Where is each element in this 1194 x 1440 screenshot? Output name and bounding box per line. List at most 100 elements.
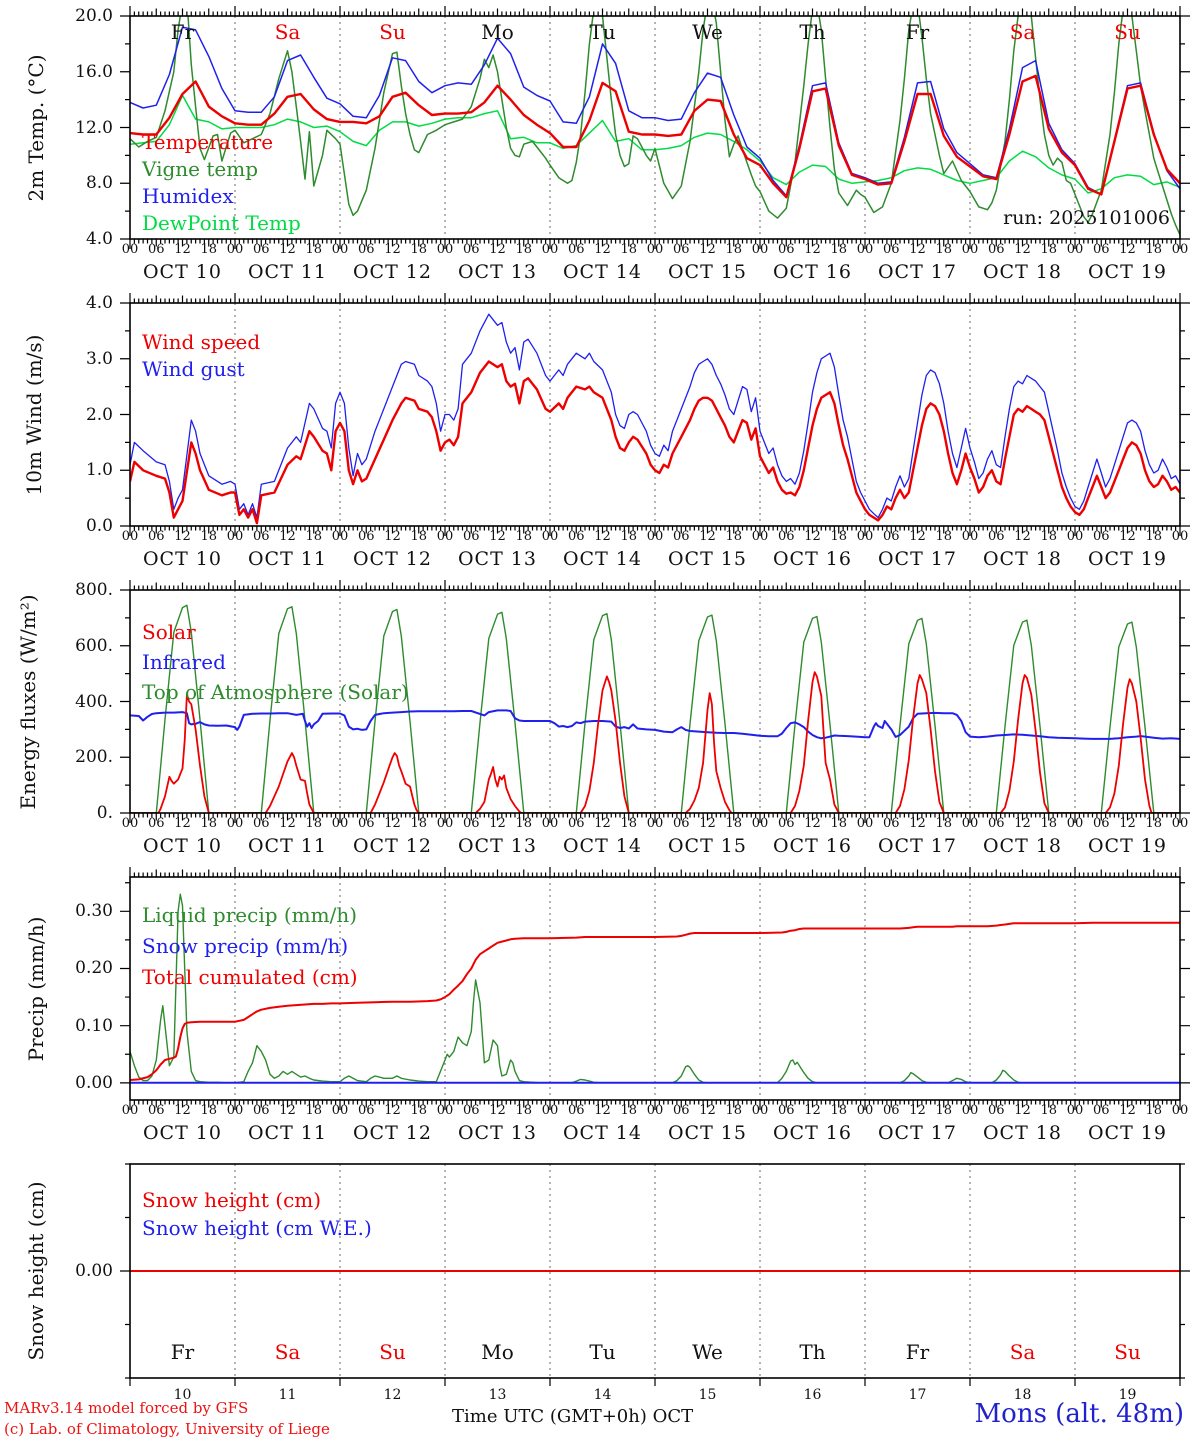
date-label: OCT 12 [352, 1122, 432, 1144]
legend-solar: Solar [142, 620, 196, 644]
date-label: OCT 14 [562, 835, 642, 857]
hour-tick-label: 18 [1040, 529, 1058, 544]
y-tick-label: 0.00 [75, 1261, 113, 1281]
hour-tick-label: 12 [594, 1103, 611, 1118]
hour-tick-label: 18 [1145, 242, 1163, 257]
hour-tick-label: 00 [856, 242, 874, 257]
date-label: OCT 14 [562, 548, 642, 570]
date-label: OCT 18 [982, 1122, 1062, 1144]
y-tick-label: 0.30 [75, 901, 113, 922]
y-tick-label: 0.0 [85, 516, 113, 536]
hour-tick-label: 06 [672, 529, 690, 544]
day-number: 10 [173, 1387, 192, 1403]
hour-tick-label: 18 [410, 816, 428, 831]
hour-tick-label: 00 [541, 1103, 559, 1118]
hour-tick-label: 00 [751, 1103, 769, 1118]
axis-ticks [120, 1163, 1190, 1386]
date-label: OCT 13 [457, 261, 537, 283]
date-label: OCT 19 [1087, 261, 1167, 283]
hour-tick-label: 06 [672, 1103, 690, 1118]
hour-tick-label: 18 [935, 529, 953, 544]
hour-tick-label: 06 [462, 242, 480, 257]
hour-tick-label: 18 [620, 1103, 638, 1118]
hour-tick-label: 06 [462, 816, 480, 831]
y-tick-label: 20.0 [75, 6, 113, 26]
hour-tick-label: 12 [384, 529, 401, 544]
date-label: OCT 10 [142, 1122, 222, 1144]
hour-tick-label: 06 [987, 1103, 1005, 1118]
series-infrared [130, 709, 1180, 740]
station-label: Mons (alt. 48m) [974, 1399, 1184, 1429]
hour-tick-label: 00 [331, 529, 349, 544]
hour-tick-label: 06 [882, 816, 900, 831]
y-tick-label: 0. [96, 803, 113, 823]
y-tick-label: 12.0 [75, 117, 113, 138]
y-tick-label: 2.0 [85, 404, 113, 425]
hour-tick-label: 18 [725, 529, 743, 544]
hour-tick-label: 06 [147, 1103, 165, 1118]
date-label: OCT 16 [772, 1122, 852, 1144]
date-label: OCT 19 [1087, 548, 1167, 570]
hour-tick-label: 12 [699, 529, 716, 544]
hour-tick-label: 00 [436, 529, 454, 544]
hour-tick-label: 00 [961, 1103, 979, 1118]
legend-infrared: Infrared [142, 650, 226, 674]
y-tick-label: 8.0 [85, 173, 113, 194]
hour-tick-label: 12 [909, 529, 926, 544]
hour-tick-label: 00 [1066, 242, 1084, 257]
y-axis-title-3: Precip (mm/h) [24, 916, 48, 1061]
hour-tick-label: 12 [489, 529, 506, 544]
date-label: OCT 14 [562, 261, 642, 283]
day-name-bottom: Sa [274, 1340, 301, 1364]
hour-tick-label: 06 [462, 1103, 480, 1118]
y-tick-label: 600. [75, 635, 113, 656]
hour-tick-label: 18 [410, 529, 428, 544]
series-wind-speed [130, 360, 1180, 525]
panel-border [129, 589, 1181, 814]
hour-tick-label: 18 [515, 529, 533, 544]
date-label: OCT 15 [667, 835, 747, 857]
date-label: OCT 13 [457, 1122, 537, 1144]
date-label: OCT 13 [457, 835, 537, 857]
hour-tick-label: 12 [804, 242, 821, 257]
hour-tick-label: 18 [1145, 529, 1163, 544]
day-name-bottom: Mo [481, 1340, 514, 1364]
hour-tick-label: 06 [987, 242, 1005, 257]
date-label: OCT 17 [877, 548, 957, 570]
hour-tick-label: 18 [935, 1103, 953, 1118]
hour-tick-label: 00 [1066, 529, 1084, 544]
hour-tick-label: 00 [646, 1103, 664, 1118]
hour-tick-label: 12 [174, 816, 191, 831]
hour-tick-label: 12 [1119, 242, 1136, 257]
date-label: OCT 15 [667, 548, 747, 570]
date-label: OCT 17 [877, 1122, 957, 1144]
day-name-top: We [692, 20, 723, 44]
run-label: run: 2025101006 [1003, 207, 1170, 229]
hour-tick-label: 06 [147, 242, 165, 257]
hour-tick-label: 00 [331, 816, 349, 831]
hour-tick-label: 00 [751, 816, 769, 831]
hour-tick-label: 00 [436, 1103, 454, 1118]
panel-1 [120, 293, 1190, 536]
hour-tick-label: 00 [121, 529, 139, 544]
hour-tick-label: 00 [331, 1103, 349, 1118]
date-label: OCT 17 [877, 835, 957, 857]
axis-ticks [120, 6, 1190, 249]
series-toa-solar [130, 604, 1180, 813]
panel-3 [120, 867, 1190, 1110]
hour-tick-label: 06 [777, 1103, 795, 1118]
hour-tick-label: 06 [357, 529, 375, 544]
panel-border [129, 876, 1181, 1101]
legend-snow-height-cm-: Snow height (cm) [142, 1188, 322, 1212]
hour-tick-label: 06 [882, 529, 900, 544]
hour-tick-label: 06 [882, 242, 900, 257]
hour-tick-label: 18 [830, 816, 848, 831]
hour-tick-label: 18 [1040, 816, 1058, 831]
hour-tick-label: 06 [357, 816, 375, 831]
hour-tick-label: 18 [1040, 242, 1058, 257]
day-number: 16 [803, 1387, 822, 1403]
hour-tick-label: 12 [594, 529, 611, 544]
time-axis-label: Time UTC (GMT+0h) OCT [452, 1406, 694, 1427]
hour-tick-label: 18 [725, 1103, 743, 1118]
